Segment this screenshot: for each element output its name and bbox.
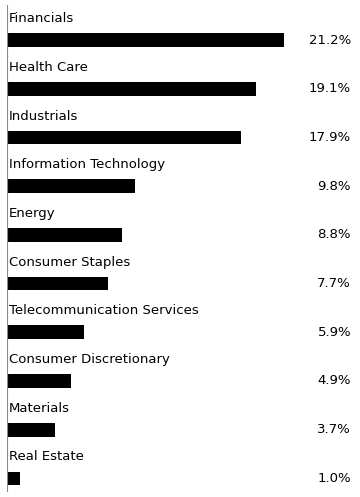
- Text: 8.8%: 8.8%: [318, 228, 351, 242]
- Text: 7.7%: 7.7%: [317, 277, 351, 290]
- Text: 9.8%: 9.8%: [318, 179, 351, 193]
- Text: 5.9%: 5.9%: [318, 326, 351, 339]
- Bar: [7, 131, 240, 144]
- Text: 19.1%: 19.1%: [309, 82, 351, 95]
- Text: Materials: Materials: [9, 402, 69, 415]
- Text: 17.9%: 17.9%: [309, 131, 351, 144]
- Bar: [7, 423, 55, 436]
- Text: Industrials: Industrials: [9, 109, 78, 123]
- Bar: [7, 82, 256, 95]
- Text: 4.9%: 4.9%: [318, 374, 351, 388]
- Bar: [7, 277, 108, 290]
- Bar: [7, 33, 284, 47]
- Text: Consumer Discretionary: Consumer Discretionary: [9, 353, 169, 366]
- Text: Real Estate: Real Estate: [9, 450, 84, 464]
- Bar: [7, 179, 135, 193]
- Bar: [7, 374, 71, 388]
- Text: Energy: Energy: [9, 207, 55, 220]
- Text: Telecommunication Services: Telecommunication Services: [9, 304, 198, 318]
- Text: Health Care: Health Care: [9, 61, 87, 74]
- Text: Consumer Staples: Consumer Staples: [9, 255, 130, 269]
- Text: 1.0%: 1.0%: [318, 472, 351, 485]
- Bar: [7, 228, 122, 242]
- Bar: [7, 326, 84, 339]
- Text: 21.2%: 21.2%: [309, 33, 351, 47]
- Text: Financials: Financials: [9, 12, 74, 25]
- Text: Information Technology: Information Technology: [9, 158, 165, 171]
- Bar: [7, 472, 20, 485]
- Text: 3.7%: 3.7%: [317, 423, 351, 436]
